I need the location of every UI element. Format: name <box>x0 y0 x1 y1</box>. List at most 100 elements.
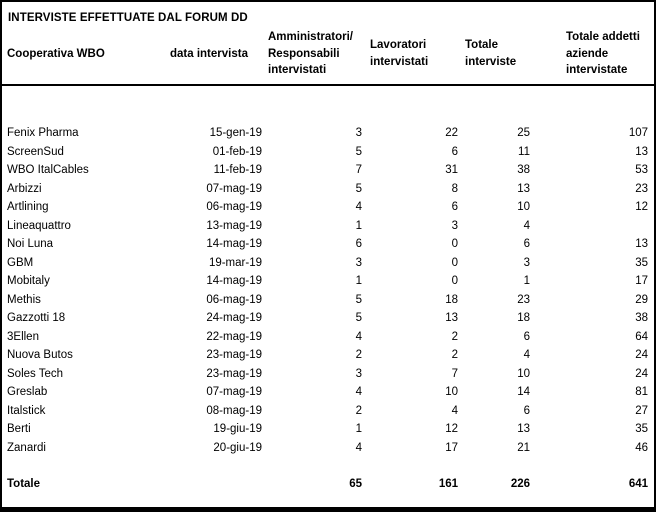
table-cell: 81 <box>635 386 648 399</box>
table-row: Gazzotti 18 24-mag-19 5 13 18 38 <box>2 309 654 328</box>
table-cell: Lineaquattro <box>7 219 71 232</box>
table-cell: 29 <box>635 293 648 306</box>
table-cell: 3 <box>451 219 458 232</box>
table-cell: 06-mag-19 <box>206 293 262 306</box>
table-cell: 5 <box>355 182 362 195</box>
table-cell: 5 <box>355 293 362 306</box>
table-cell: 13 <box>445 312 458 325</box>
table-row: Noi Luna 14-mag-19 6 0 6 13 <box>2 235 654 254</box>
table-cell: 24 <box>635 367 648 380</box>
table-cell: 27 <box>635 404 648 417</box>
interviews-table: Cooperativa WBO data intervista Amminist… <box>2 27 654 493</box>
spacer-row <box>2 85 654 124</box>
table-cell: 3 <box>355 256 362 269</box>
table-cell: 4 <box>523 349 530 362</box>
table-cell: 107 <box>628 127 648 140</box>
col-header-totale-interviste: Totale interviste <box>462 27 534 87</box>
table-cell: Nuova Butos <box>7 349 73 362</box>
table-cell: 13 <box>635 145 648 158</box>
table-cell: 6 <box>451 145 458 158</box>
table-cell: 07-mag-19 <box>206 182 262 195</box>
table-row: Nuova Butos 23-mag-19 2 2 4 24 <box>2 346 654 365</box>
table-cell: 24-mag-19 <box>206 312 262 325</box>
table-cell: WBO ItalCables <box>7 164 89 177</box>
table-cell: 2 <box>355 349 362 362</box>
table-cell: 4 <box>523 219 530 232</box>
table-cell: 38 <box>517 164 530 177</box>
table-cell: GBM <box>7 256 34 269</box>
table-cell: 64 <box>635 330 648 343</box>
table-cell: 08-mag-19 <box>206 404 262 417</box>
col-header-amministratori-intervistati: Amministratori/ Responsabili intervistat… <box>266 27 366 87</box>
table-row: Soles Tech 23-mag-19 3 7 10 24 <box>2 365 654 384</box>
table-cell: 4 <box>355 441 362 454</box>
table-cell: 3 <box>355 367 362 380</box>
table-cell: 46 <box>635 441 648 454</box>
table-cell: Italstick <box>7 404 46 417</box>
total-date-cell <box>152 476 266 493</box>
table-cell: 1 <box>355 423 362 436</box>
total-lavoratori: 161 <box>438 478 458 491</box>
col-header-totale-addetti: Totale addetti aziende intervistate <box>534 27 654 87</box>
table-cell: Zanardi <box>7 441 46 454</box>
table-cell: Noi Luna <box>7 238 54 251</box>
table-cell: 8 <box>451 182 458 195</box>
table-cell: 0 <box>451 238 458 251</box>
table-cell: Greslab <box>7 386 48 399</box>
col-header-cooperativa-wbo: Cooperativa WBO <box>2 27 152 87</box>
table-row: Zanardi 20-giu-19 4 17 21 46 <box>2 439 654 458</box>
table-cell: 7 <box>355 164 362 177</box>
table-cell: Soles Tech <box>7 367 64 380</box>
table-cell: Fenix Pharma <box>7 127 79 140</box>
table-cell: 13 <box>517 423 530 436</box>
table-cell: 6 <box>523 404 530 417</box>
table-cell: 22-mag-19 <box>206 330 262 343</box>
table-cell: 14-mag-19 <box>206 238 262 251</box>
table-cell: 3Ellen <box>7 330 39 343</box>
table-row: Mobitaly 14-mag-19 1 0 1 17 <box>2 272 654 291</box>
table-cell: 5 <box>355 145 362 158</box>
table-cell: 10 <box>445 386 458 399</box>
table-row: Artlining 06-mag-19 4 6 10 12 <box>2 198 654 217</box>
table-cell: 18 <box>445 293 458 306</box>
table-cell: 35 <box>635 256 648 269</box>
table-cell: 19-mar-19 <box>208 256 262 269</box>
table-row: Arbizzi 07-mag-19 5 8 13 23 <box>2 180 654 199</box>
total-row: Totale 65 161 226 641 <box>2 476 654 493</box>
table-cell: 15-gen-19 <box>209 127 262 140</box>
table-row: GBM 19-mar-19 3 0 3 35 <box>2 254 654 273</box>
table-cell: Methis <box>7 293 41 306</box>
table-cell: 31 <box>445 164 458 177</box>
table-cell: 7 <box>451 367 458 380</box>
table-cell: 1 <box>523 275 530 288</box>
table-cell: 22 <box>445 127 458 140</box>
table-cell: 0 <box>451 275 458 288</box>
table-cell: 17 <box>445 441 458 454</box>
col-header-lavoratori-intervistati: Lavoratori intervistati <box>366 27 462 87</box>
col-header-data-intervista: data intervista <box>152 27 266 87</box>
total-addetti: 641 <box>628 478 648 491</box>
table-row: Fenix Pharma 15-gen-19 3 22 25 107 <box>2 124 654 143</box>
table-cell: 4 <box>355 201 362 214</box>
table-cell: 23 <box>635 182 648 195</box>
table-cell: 19-giu-19 <box>213 423 262 436</box>
table-cell: Gazzotti 18 <box>7 312 66 325</box>
table-row: Methis 06-mag-19 5 18 23 29 <box>2 291 654 310</box>
table-row: Greslab 07-mag-19 4 10 14 81 <box>2 383 654 402</box>
table-cell: 12 <box>445 423 458 436</box>
blank-row <box>2 457 654 476</box>
table-cell: 35 <box>635 423 648 436</box>
table-row: Berti 19-giu-19 1 12 13 35 <box>2 420 654 439</box>
table-cell: 01-feb-19 <box>212 145 262 158</box>
table-cell: Arbizzi <box>7 182 42 195</box>
table-cell: 6 <box>451 201 458 214</box>
table-cell: 2 <box>451 330 458 343</box>
table-cell: 10 <box>517 201 530 214</box>
table-cell: 10 <box>517 367 530 380</box>
table-cell: 14 <box>517 386 530 399</box>
table-cell: 11-feb-19 <box>213 164 262 177</box>
table-cell: 53 <box>635 164 648 177</box>
table-row: Lineaquattro 13-mag-19 1 3 4 <box>2 217 654 236</box>
table-cell: Mobitaly <box>7 275 50 288</box>
